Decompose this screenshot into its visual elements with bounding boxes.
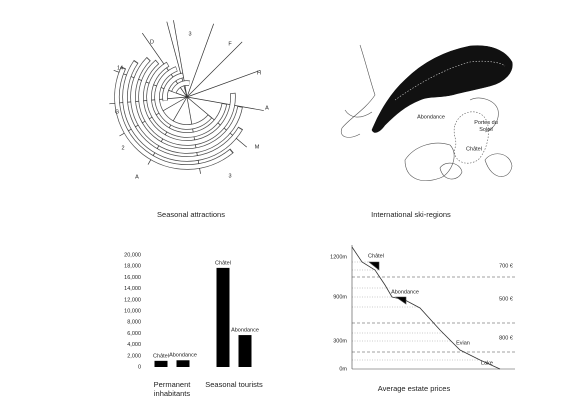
y-tick-label: 14,000: [124, 286, 141, 292]
y-tick-label: 20,000: [124, 252, 141, 258]
altitude-label: 0m: [339, 366, 347, 372]
y-tick-label: 4,000: [127, 342, 141, 348]
border: [394, 60, 506, 101]
radial-label: 14: [117, 65, 123, 71]
place-label: Abondance: [391, 289, 419, 295]
bar: [216, 267, 230, 367]
bar: [238, 335, 252, 367]
y-tick-label: 0: [138, 364, 141, 370]
altitude-label: 300m: [333, 338, 347, 344]
radial-label: 3: [188, 31, 191, 37]
radial-label: H: [257, 70, 261, 76]
radial-label: F: [228, 41, 232, 47]
ring: [172, 81, 190, 93]
place-label: Châtel: [368, 253, 384, 259]
radial-label: G: [115, 109, 119, 115]
radial-label: 3: [228, 173, 231, 179]
profile: [351, 245, 515, 370]
y-tick-label: 8,000: [127, 320, 141, 326]
outline: [340, 44, 376, 138]
spoke: [186, 41, 243, 98]
ring: [131, 58, 242, 153]
y-tick-label: 12,000: [124, 297, 141, 303]
ski-region: [371, 45, 513, 133]
map-label: Châtel: [466, 146, 482, 152]
series-label: Abondance: [231, 328, 259, 334]
spoke: [186, 23, 215, 98]
altitude-label: 900m: [333, 294, 347, 300]
y-tick-label: 6,000: [127, 331, 141, 337]
y-tick-label: 16,000: [124, 275, 141, 281]
caption: International ski-regions: [371, 210, 451, 219]
caption: Average estate prices: [378, 384, 451, 393]
outline: [469, 97, 499, 133]
x-tick-label: Permanent inhabitants: [153, 380, 191, 398]
ring: [147, 62, 227, 137]
y-tick-label: 18,000: [124, 264, 141, 270]
price-label: 800 €: [499, 335, 513, 341]
x-tick-label: Permanent inhabitants: [153, 380, 191, 398]
outline: [404, 142, 455, 181]
portes-du-soleil: [453, 111, 489, 164]
place-label: Evian: [456, 340, 470, 346]
bar: [176, 360, 190, 367]
marker: [368, 261, 380, 271]
marker: [395, 296, 407, 305]
caption: Seasonal attractions: [157, 210, 225, 219]
series-label: Châtel: [215, 260, 231, 266]
map: [340, 44, 513, 181]
map-label: Abondance: [417, 114, 445, 120]
bar: [154, 360, 168, 367]
price-label: 700 €: [499, 263, 513, 269]
radial-label: D: [150, 39, 154, 45]
y-tick-label: 10,000: [124, 308, 141, 314]
ring: [139, 60, 235, 145]
x-tick-label: Seasonal tourists: [205, 380, 263, 389]
map-label: Portes du Soleil: [474, 120, 498, 133]
radial-label: M: [255, 144, 260, 150]
ring: [163, 73, 184, 101]
ring: [155, 67, 212, 129]
x-tick-label: Seasonal tourists: [205, 380, 263, 389]
ring: [123, 61, 242, 162]
spoke: [186, 96, 264, 111]
price-label: 500 €: [499, 296, 513, 302]
ring: [115, 67, 233, 169]
map-label: Portes du Soleil: [474, 120, 498, 133]
y-tick-label: 2,000: [127, 353, 141, 359]
altitude-label: 1200m: [330, 254, 347, 260]
radial-label: A: [135, 174, 139, 180]
radial-label: A: [265, 105, 269, 111]
radial-label: 2: [121, 145, 124, 151]
series-label: Abondance: [169, 353, 197, 359]
series-label: Châtel: [153, 353, 169, 359]
spoke: [186, 69, 261, 98]
place-label: Lake: [481, 360, 493, 366]
outline: [484, 153, 513, 177]
radial-diagram: [109, 20, 264, 174]
